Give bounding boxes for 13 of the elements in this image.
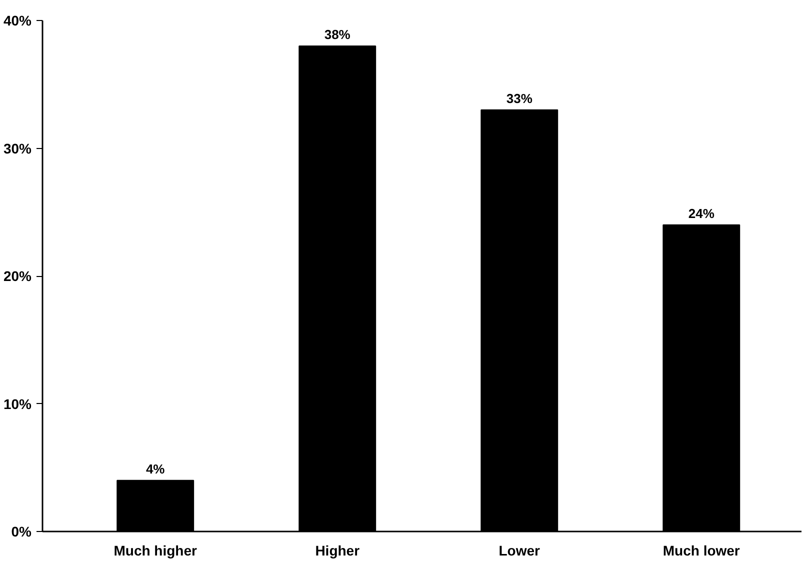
data-label: 38% (324, 27, 351, 42)
x-tick-label: Lower (498, 542, 541, 558)
y-tick-label: 0% (11, 524, 32, 540)
data-label: 4% (146, 461, 166, 476)
data-label: 33% (506, 90, 533, 106)
data-label: 24% (688, 206, 715, 221)
y-tick-label: 10% (3, 396, 32, 412)
x-tick-label: Much lower (662, 542, 740, 558)
y-tick-label: 20% (3, 268, 32, 284)
y-tick-label: 40% (3, 12, 32, 28)
y-tick-label: 30% (3, 140, 32, 156)
x-tick-label: Much higher (114, 542, 198, 558)
x-tick-label: Higher (315, 542, 360, 558)
